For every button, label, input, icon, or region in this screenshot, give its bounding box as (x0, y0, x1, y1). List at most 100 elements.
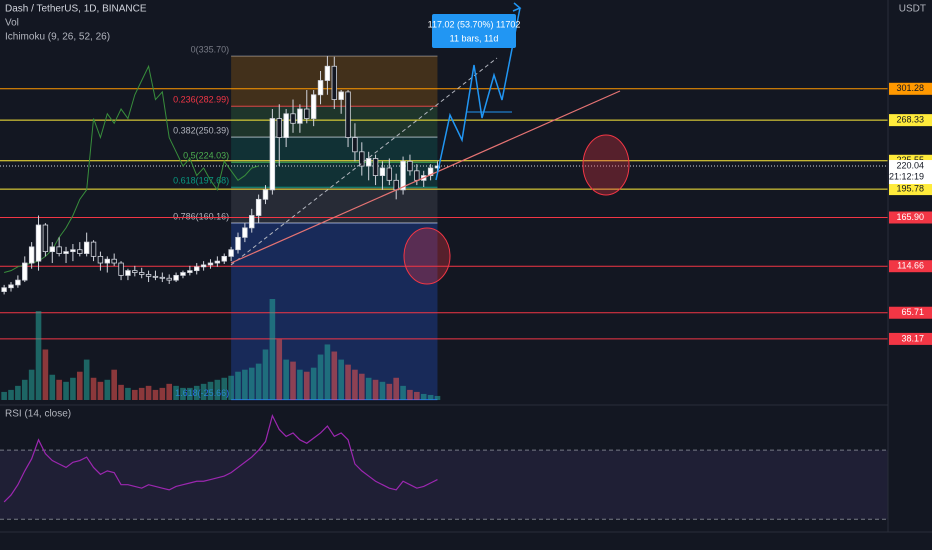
candle-body (393, 179, 399, 191)
volume-bar (365, 377, 372, 400)
volume-bar (407, 389, 413, 400)
volume-bar (414, 391, 420, 400)
trend-line (230, 90, 621, 264)
volume-bar (180, 387, 186, 400)
candle-body (118, 262, 124, 276)
volume-bar (15, 385, 21, 400)
countdown: 21:12:19 (889, 171, 924, 181)
volume-bar (97, 381, 104, 400)
level-tag-label: 195.78 (896, 183, 924, 193)
fib-zone (231, 137, 438, 163)
candle-body (345, 91, 351, 138)
volume-bar (90, 377, 97, 400)
volume-bar (359, 373, 365, 400)
candle-body (276, 118, 282, 138)
level-tag-label: 114.66 (897, 261, 924, 271)
candle-body (317, 80, 324, 96)
levels (0, 88, 888, 340)
fib-zone (231, 106, 438, 138)
volume-bar (111, 369, 117, 400)
candle-body (132, 270, 138, 273)
candle-body (262, 189, 269, 200)
volume-bar (297, 369, 303, 400)
volume-bar (173, 385, 179, 400)
volume-bar (83, 359, 90, 400)
candle-body (310, 94, 317, 119)
candle-body (49, 246, 55, 253)
candle-body (283, 113, 289, 138)
candle-body (1, 287, 7, 292)
volume-bar (21, 379, 28, 400)
volume-bar (386, 383, 393, 400)
volume-bar (28, 369, 35, 400)
volume-bar (56, 379, 62, 400)
candle-body (56, 246, 62, 254)
volume-bar (49, 374, 56, 400)
last-price-tag (889, 160, 932, 185)
volume-bar (276, 339, 283, 400)
candle-body (400, 160, 406, 191)
candle-body (304, 108, 310, 119)
level-tag-label: 268.33 (896, 115, 924, 125)
dashed-trend (230, 57, 498, 266)
candle-body (104, 258, 111, 264)
candle-body (145, 274, 152, 277)
candle-body (242, 227, 248, 238)
candle-body (235, 236, 241, 251)
candle-body (221, 255, 227, 262)
candle-body (180, 272, 186, 276)
level-tag (889, 260, 932, 273)
volume-bar (235, 371, 241, 400)
candle-body (28, 246, 35, 264)
candle-body (173, 274, 179, 281)
volume-bar (70, 377, 76, 400)
candle-body (228, 249, 234, 257)
candle-body (152, 275, 159, 278)
volume-bar (317, 354, 324, 400)
volume-bar (393, 377, 399, 400)
rsi-band (0, 450, 888, 520)
candle-body (70, 249, 76, 253)
volume-bar (207, 381, 214, 400)
level-tag-label: 38.17 (901, 333, 924, 343)
candle-body (407, 160, 413, 172)
volume-bar (248, 367, 255, 400)
volume-bar (400, 385, 406, 400)
candle-body (77, 249, 83, 254)
candle-body (297, 108, 303, 124)
rsi-pane (0, 413, 888, 520)
level-tag (889, 332, 932, 345)
measure-text: 11 bars, 11d (450, 33, 499, 43)
measure-box (432, 14, 516, 48)
volume-bar (290, 361, 296, 400)
fib-label: 0.382(250.39) (173, 126, 229, 136)
level-tag (889, 306, 932, 319)
volume-bar (345, 364, 351, 400)
volume-bar (324, 344, 331, 400)
volume-bar (104, 379, 111, 400)
candle-body (166, 277, 172, 281)
volume-bar (159, 387, 166, 400)
candle-body (214, 260, 221, 264)
volume-label: Vol (5, 18, 19, 29)
candle-body (352, 137, 358, 153)
candle-body (414, 170, 420, 181)
volume-bar (214, 379, 221, 400)
candle-body (359, 151, 365, 167)
volume-bar (379, 381, 386, 400)
candle-body (8, 284, 14, 289)
volume-bar (269, 299, 276, 400)
candle-body (200, 264, 207, 268)
volume-bar (303, 371, 310, 400)
volume-bar (8, 389, 14, 400)
candle-body (331, 65, 337, 100)
volume-bar (76, 371, 83, 400)
level-tag-label: 165.90 (896, 212, 924, 222)
candle-body (42, 224, 49, 253)
level-tag (889, 183, 932, 196)
lagging-span (3, 64, 259, 274)
candle-body (83, 241, 90, 254)
volume-bar (262, 349, 269, 400)
candle-body (207, 262, 214, 266)
